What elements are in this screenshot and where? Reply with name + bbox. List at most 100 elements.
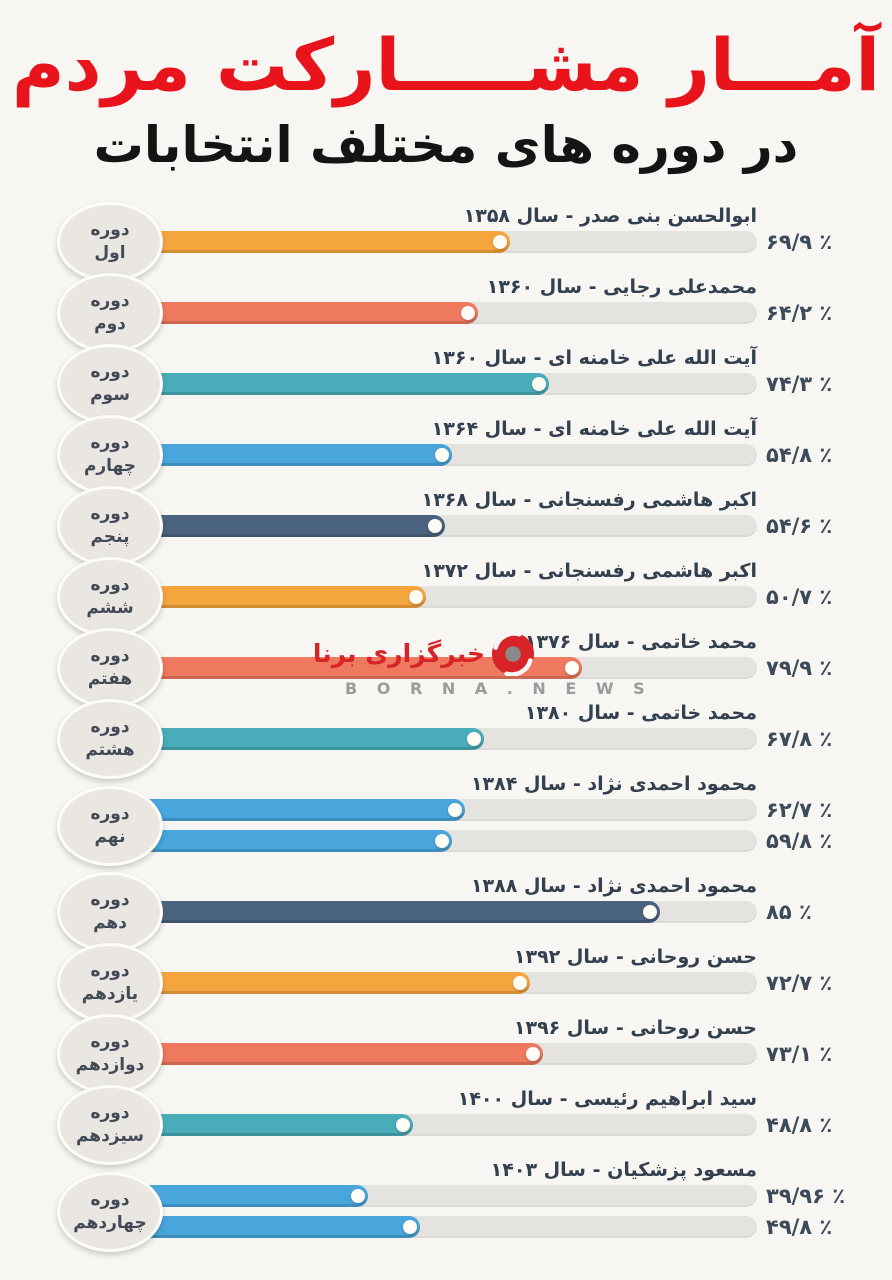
watermark-agency-text: خبرگزاری برنا — [312, 639, 485, 669]
chart-row: اکبر هاشمی رفسنجانی - سال ۱۳۷۲ ۵۰/۷ ٪ دوره… — [0, 556, 892, 637]
candidate-year-label: اکبر هاشمی رفسنجانی - سال ۱۳۷۲ — [421, 559, 757, 582]
chart-row: آیت الله علی خامنه ای - سال ۱۳۶۴ ۵۴/۸ ٪ دو… — [0, 414, 892, 495]
bar-line: ۶۴/۲ ٪ — [0, 301, 892, 325]
candidate-year-label: محمد خاتمی - سال ۱۳۸۰ — [524, 701, 757, 724]
bar-fill — [108, 230, 511, 253]
period-label-line2: سوم — [90, 384, 130, 405]
bar-track — [108, 971, 757, 994]
value-label: ۵۴/۸ ٪ — [766, 442, 833, 467]
period-label-line2: ششم — [86, 597, 134, 618]
bar-knob — [350, 1188, 365, 1203]
value-label: ۵۹/۸ ٪ — [766, 828, 833, 853]
bar-knob — [467, 731, 482, 746]
bar-line: ۷۹/۹ ٪ — [0, 656, 892, 680]
bar-knob — [564, 660, 579, 675]
chart-row: محمود احمدی نژاد - سال ۱۳۸۴ ۶۲/۷ ٪ ۵۹/۸ ٪ د… — [0, 772, 892, 866]
period-label-line2: هشتم — [85, 739, 135, 760]
period-label-line1: دوره — [90, 433, 130, 454]
period-bubble: دوره هشتم — [57, 698, 163, 779]
page-title: آمـــار مشـــــارکت مردم — [11, 23, 881, 107]
period-label-line2: چهاردهم — [73, 1212, 147, 1233]
bar-group: ۷۹/۹ ٪ — [0, 630, 892, 680]
chart-row: محمد خاتمی - سال ۱۳۸۰ ۶۷/۸ ٪ دوره هشتم — [0, 698, 892, 779]
period-label-line1: دوره — [90, 362, 130, 383]
bar-track — [108, 798, 757, 821]
bar-fill — [108, 971, 530, 994]
bar-knob — [532, 376, 547, 391]
candidate-year-label: حسن روحانی - سال ۱۳۹۶ — [513, 1016, 757, 1039]
bar-track — [108, 1215, 757, 1238]
period-label-line2: دهم — [93, 912, 127, 933]
bar-knob — [434, 447, 449, 462]
value-label: ۶۴/۲ ٪ — [766, 300, 833, 325]
value-label: ۸۵ ٪ — [766, 899, 812, 924]
bar-group: ۶۷/۸ ٪ — [0, 701, 892, 751]
value-label: ۶۷/۸ ٪ — [766, 726, 833, 751]
bar-fill — [108, 900, 660, 923]
watermark-site-text: B O R N A . N E W S — [345, 679, 652, 698]
bar-track — [108, 514, 757, 537]
value-label: ۷۳/۱ ٪ — [766, 1041, 833, 1066]
chart-row: محمود احمدی نژاد - سال ۱۳۸۸ ۸۵ ٪ دوره دهم — [0, 871, 892, 952]
bar-line: ۶۷/۸ ٪ — [0, 727, 892, 751]
page-subtitle: در دوره های مختلف انتخابات — [93, 116, 799, 174]
borna-news-logo-icon — [491, 632, 535, 676]
period-label-line1: دوره — [90, 890, 130, 911]
bar-knob — [447, 802, 462, 817]
value-label: ۶۹/۹ ٪ — [766, 229, 833, 254]
period-bubble: دوره چهارم — [57, 414, 163, 495]
watermark-top: خبرگزاری برنا — [313, 632, 535, 676]
chart-row: محمد خاتمی - سال ۱۳۷۶ ۷۹/۹ ٪ دوره هفتم — [0, 627, 892, 708]
bar-knob — [396, 1117, 411, 1132]
bar-group: ۳۹/۹۶ ٪ ۴۹/۸ ٪ — [0, 1158, 892, 1239]
period-bubble: دوره دوازدهم — [57, 1013, 163, 1094]
bar-group: ۵۴/۶ ٪ — [0, 488, 892, 538]
bar-fill — [108, 514, 446, 537]
bar-knob — [460, 305, 475, 320]
candidate-year-label: محمود احمدی نژاد - سال ۱۳۸۴ — [470, 772, 757, 795]
value-label: ۵۴/۶ ٪ — [766, 513, 833, 538]
bar-line: ۷۲/۷ ٪ — [0, 971, 892, 995]
period-label-line2: دوازدهم — [75, 1054, 145, 1075]
bar-group: ۵۰/۷ ٪ — [0, 559, 892, 609]
bar-group: ۸۵ ٪ — [0, 874, 892, 924]
period-label-line1: دوره — [90, 717, 130, 738]
period-label-line1: دوره — [90, 961, 130, 982]
bar-knob — [428, 518, 443, 533]
value-label: ۷۴/۳ ٪ — [766, 371, 833, 396]
chart-row: سید ابراهیم رئیسی - سال ۱۴۰۰ ۴۸/۸ ٪ دوره سی… — [0, 1084, 892, 1165]
bar-track — [108, 1042, 757, 1065]
period-label-line1: دوره — [90, 1032, 130, 1053]
value-label: ۳۹/۹۶ ٪ — [766, 1183, 846, 1208]
period-bubble: دوره نهم — [57, 785, 163, 866]
period-label-line1: دوره — [90, 220, 130, 241]
period-bubble: دوره پنجم — [57, 485, 163, 566]
period-label-line2: دوم — [94, 313, 126, 334]
bar-fill — [108, 1184, 368, 1207]
value-label: ۷۲/۷ ٪ — [766, 970, 833, 995]
period-label-line2: سیزدهم — [75, 1125, 145, 1146]
period-label-line2: نهم — [94, 826, 126, 847]
period-bubble: دوره دهم — [57, 871, 163, 952]
bar-fill — [108, 372, 550, 395]
bar-fill — [108, 301, 478, 324]
watermark: خبرگزاری برنا B O R N A . N E W S — [313, 632, 652, 698]
chart-row: حسن روحانی - سال ۱۳۹۲ ۷۲/۷ ٪ دوره یازدهم — [0, 942, 892, 1023]
bar-knob — [512, 975, 527, 990]
bar-line: ۵۰/۷ ٪ — [0, 585, 892, 609]
bar-knob — [642, 904, 657, 919]
period-label-line2: پنجم — [90, 526, 130, 547]
bar-fill — [108, 798, 465, 821]
period-label-line1: دوره — [90, 504, 130, 525]
value-label: ۴۹/۸ ٪ — [766, 1214, 833, 1239]
bar-line: ۳۹/۹۶ ٪ — [0, 1184, 892, 1208]
candidate-year-label: ابوالحسن بنی صدر - سال ۱۳۵۸ — [463, 204, 757, 227]
bar-fill — [108, 585, 426, 608]
bar-line: ۶۹/۹ ٪ — [0, 230, 892, 254]
bar-group: ۷۳/۱ ٪ — [0, 1016, 892, 1066]
chart-row: حسن روحانی - سال ۱۳۹۶ ۷۳/۱ ٪ دوره دوازدهم — [0, 1013, 892, 1094]
bar-line: ۴۸/۸ ٪ — [0, 1113, 892, 1137]
candidate-year-label: آیت الله علی خامنه ای - سال ۱۳۶۰ — [431, 346, 757, 369]
bar-track — [108, 1184, 757, 1207]
